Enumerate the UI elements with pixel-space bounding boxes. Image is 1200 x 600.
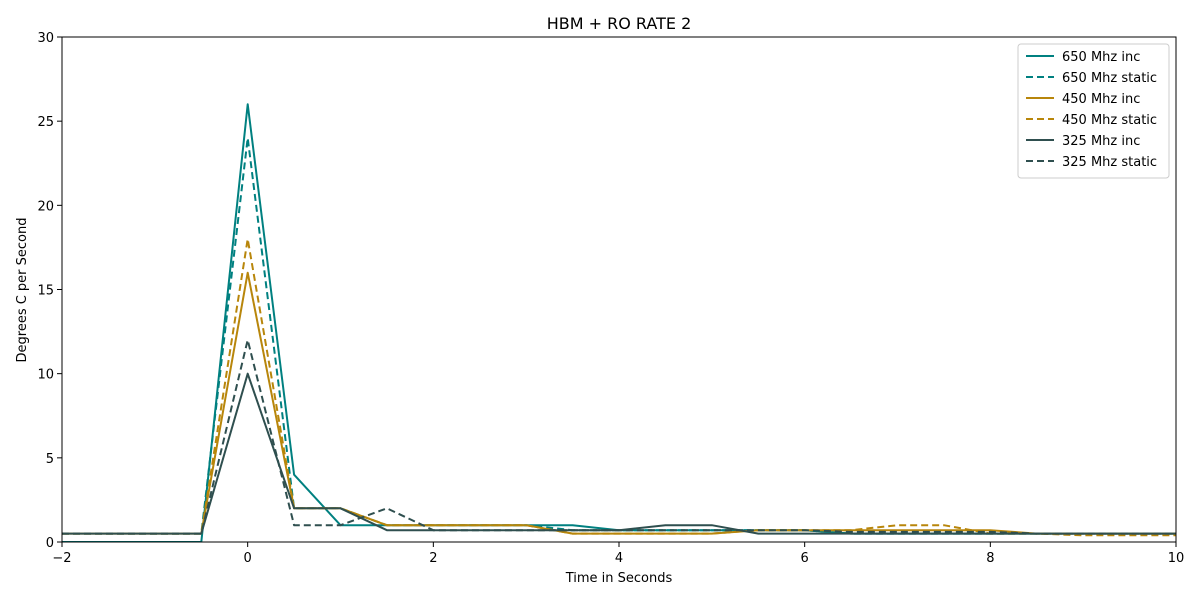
x-tick-label: 4 bbox=[615, 551, 623, 566]
series-layer bbox=[62, 103, 1176, 542]
series-line-0 bbox=[62, 103, 1176, 542]
legend-label: 650 Mhz static bbox=[1062, 71, 1157, 86]
y-tick-label: 0 bbox=[46, 536, 54, 551]
y-axis-title: Degrees C per Second bbox=[15, 218, 30, 363]
y-tick-label: 20 bbox=[37, 199, 54, 214]
x-axis-title: Time in Seconds bbox=[565, 571, 673, 586]
plot-area bbox=[61, 36, 1177, 543]
y-tick-label: 15 bbox=[37, 284, 54, 299]
x-tick-label: 0 bbox=[244, 551, 252, 566]
legend-label: 650 Mhz inc bbox=[1062, 50, 1140, 65]
legend-label: 325 Mhz inc bbox=[1062, 134, 1140, 149]
y-axis: 0 5 10 15 20 25 30 bbox=[37, 31, 62, 551]
x-tick-label: −2 bbox=[52, 551, 71, 566]
series-line-4 bbox=[62, 372, 1176, 535]
x-tick-label: 8 bbox=[986, 551, 994, 566]
chart-title: HBM + RO RATE 2 bbox=[547, 14, 692, 33]
x-axis: −2 0 2 4 6 8 10 bbox=[52, 542, 1184, 566]
x-tick-label: 2 bbox=[429, 551, 437, 566]
series-line-5 bbox=[62, 339, 1176, 535]
x-tick-label: 6 bbox=[801, 551, 809, 566]
y-tick-label: 25 bbox=[37, 115, 54, 130]
plot-frame bbox=[61, 36, 1177, 543]
y-tick-label: 10 bbox=[37, 368, 54, 383]
x-tick-label: 10 bbox=[1168, 551, 1185, 566]
legend-label: 450 Mhz static bbox=[1062, 113, 1157, 128]
series-line-2 bbox=[62, 271, 1176, 535]
legend-box bbox=[1017, 43, 1170, 179]
y-tick-label: 5 bbox=[46, 452, 54, 467]
y-tick-label: 30 bbox=[37, 31, 54, 46]
legend: 650 Mhz inc 650 Mhz static 450 Mhz inc 450 … bbox=[1017, 43, 1170, 179]
legend-label: 325 Mhz static bbox=[1062, 155, 1157, 170]
legend-label: 450 Mhz inc bbox=[1062, 92, 1140, 107]
series-line-1 bbox=[62, 137, 1176, 535]
